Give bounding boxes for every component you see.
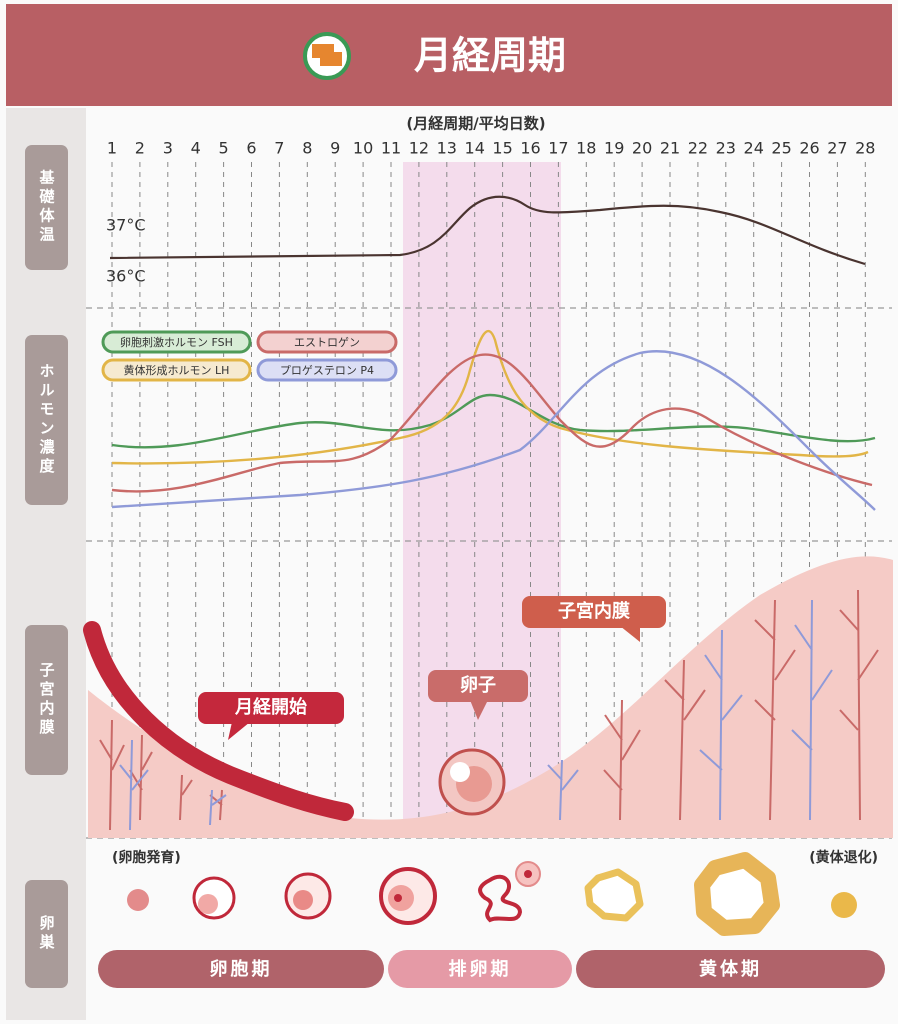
day-label: 7 <box>274 139 284 158</box>
callout <box>428 670 528 702</box>
legend-pill <box>256 330 398 354</box>
day-label: 3 <box>163 139 173 158</box>
day-label: 2 <box>135 139 145 158</box>
follicle <box>293 890 313 910</box>
section-label-box <box>25 880 68 988</box>
section-label: 基礎体温 <box>38 169 56 246</box>
ovary-note: (黄体退化) <box>809 849 878 866</box>
callout-tail <box>228 722 250 740</box>
temperature-line <box>109 195 866 266</box>
follicles <box>127 852 857 936</box>
estrogen-curve <box>111 353 873 493</box>
section-label: ホルモン濃度 <box>38 363 56 477</box>
day-label: 11 <box>381 139 401 158</box>
day-label: 6 <box>246 139 256 158</box>
day-label: 26 <box>799 139 819 158</box>
axis-label: (月経周期/平均日数) <box>406 115 545 133</box>
temp-label: 36°C <box>106 267 146 286</box>
phase-label: 排卵期 <box>449 958 512 980</box>
day-label: 8 <box>302 139 312 158</box>
ovum <box>524 870 532 878</box>
p4-curve <box>111 350 876 511</box>
day-label: 13 <box>437 139 457 158</box>
follicle <box>394 894 402 902</box>
phase-bar <box>388 950 572 988</box>
title: 月経周期 <box>414 34 566 78</box>
legend-pill <box>101 358 252 382</box>
lh-curve <box>111 329 869 465</box>
day-label: 24 <box>744 139 764 158</box>
day-label: 17 <box>548 139 568 158</box>
callout-tail <box>470 700 488 720</box>
day-label: 15 <box>492 139 512 158</box>
day-label: 22 <box>688 139 708 158</box>
day-label: 1 <box>107 139 117 158</box>
legend-label: 卵胞刺激ホルモン FSH <box>120 335 233 349</box>
phase-bar <box>576 950 885 988</box>
corpus-luteum <box>584 868 644 922</box>
day-label: 4 <box>191 139 201 158</box>
follicle <box>198 894 218 914</box>
day-label: 16 <box>520 139 540 158</box>
day-label: 25 <box>771 139 791 158</box>
callout-text: 子宮内膜 <box>558 600 630 622</box>
day-label: 19 <box>604 139 624 158</box>
legend-label: プロゲステロン P4 <box>280 364 374 377</box>
legend-pill <box>256 358 398 382</box>
menstrual-blood <box>83 621 354 821</box>
ruptured-follicle <box>478 874 523 923</box>
day-label: 12 <box>409 139 429 158</box>
callout <box>198 692 344 724</box>
day-label: 9 <box>330 139 340 158</box>
egg-highlight <box>450 762 470 782</box>
day-label: 23 <box>716 139 736 158</box>
header <box>6 4 892 106</box>
section-label: 子宮内膜 <box>38 662 56 738</box>
day-label: 28 <box>855 139 875 158</box>
phase-label: 黄体期 <box>699 958 762 980</box>
callout-text: 月経開始 <box>234 696 307 718</box>
corpus-albicans <box>831 892 857 918</box>
temp-label: 37°C <box>106 216 146 235</box>
day-label: 20 <box>632 139 652 158</box>
day-label: 14 <box>465 139 485 158</box>
section-label-box <box>25 625 68 775</box>
phase-bar <box>98 950 384 988</box>
ovulation-band <box>403 162 561 838</box>
day-label: 18 <box>576 139 596 158</box>
phase-label: 卵胞期 <box>210 958 273 980</box>
ovary-note: (卵胞発育) <box>112 849 181 866</box>
vessel <box>119 739 227 831</box>
logo-cross <box>312 44 342 66</box>
legend-label: 黄体形成ホルモン LH <box>124 363 230 377</box>
fsh-curve <box>111 393 876 449</box>
day-label: 10 <box>353 139 373 158</box>
section-label: 卵巣 <box>38 914 56 953</box>
corpus-luteum <box>694 852 780 936</box>
callout-text: 卵子 <box>460 674 496 696</box>
section-label-box <box>25 335 68 505</box>
callout-tail <box>620 626 640 642</box>
day-label: 21 <box>660 139 680 158</box>
endometrium <box>88 556 893 838</box>
callout <box>522 596 666 628</box>
legend-label: エストロゲン <box>294 336 360 349</box>
vessel <box>603 589 879 821</box>
day-label: 27 <box>827 139 847 158</box>
day-label: 5 <box>219 139 229 158</box>
section-label-box <box>25 145 68 270</box>
follicle <box>127 889 149 911</box>
legend-pill <box>101 330 252 354</box>
vessel <box>547 599 833 821</box>
